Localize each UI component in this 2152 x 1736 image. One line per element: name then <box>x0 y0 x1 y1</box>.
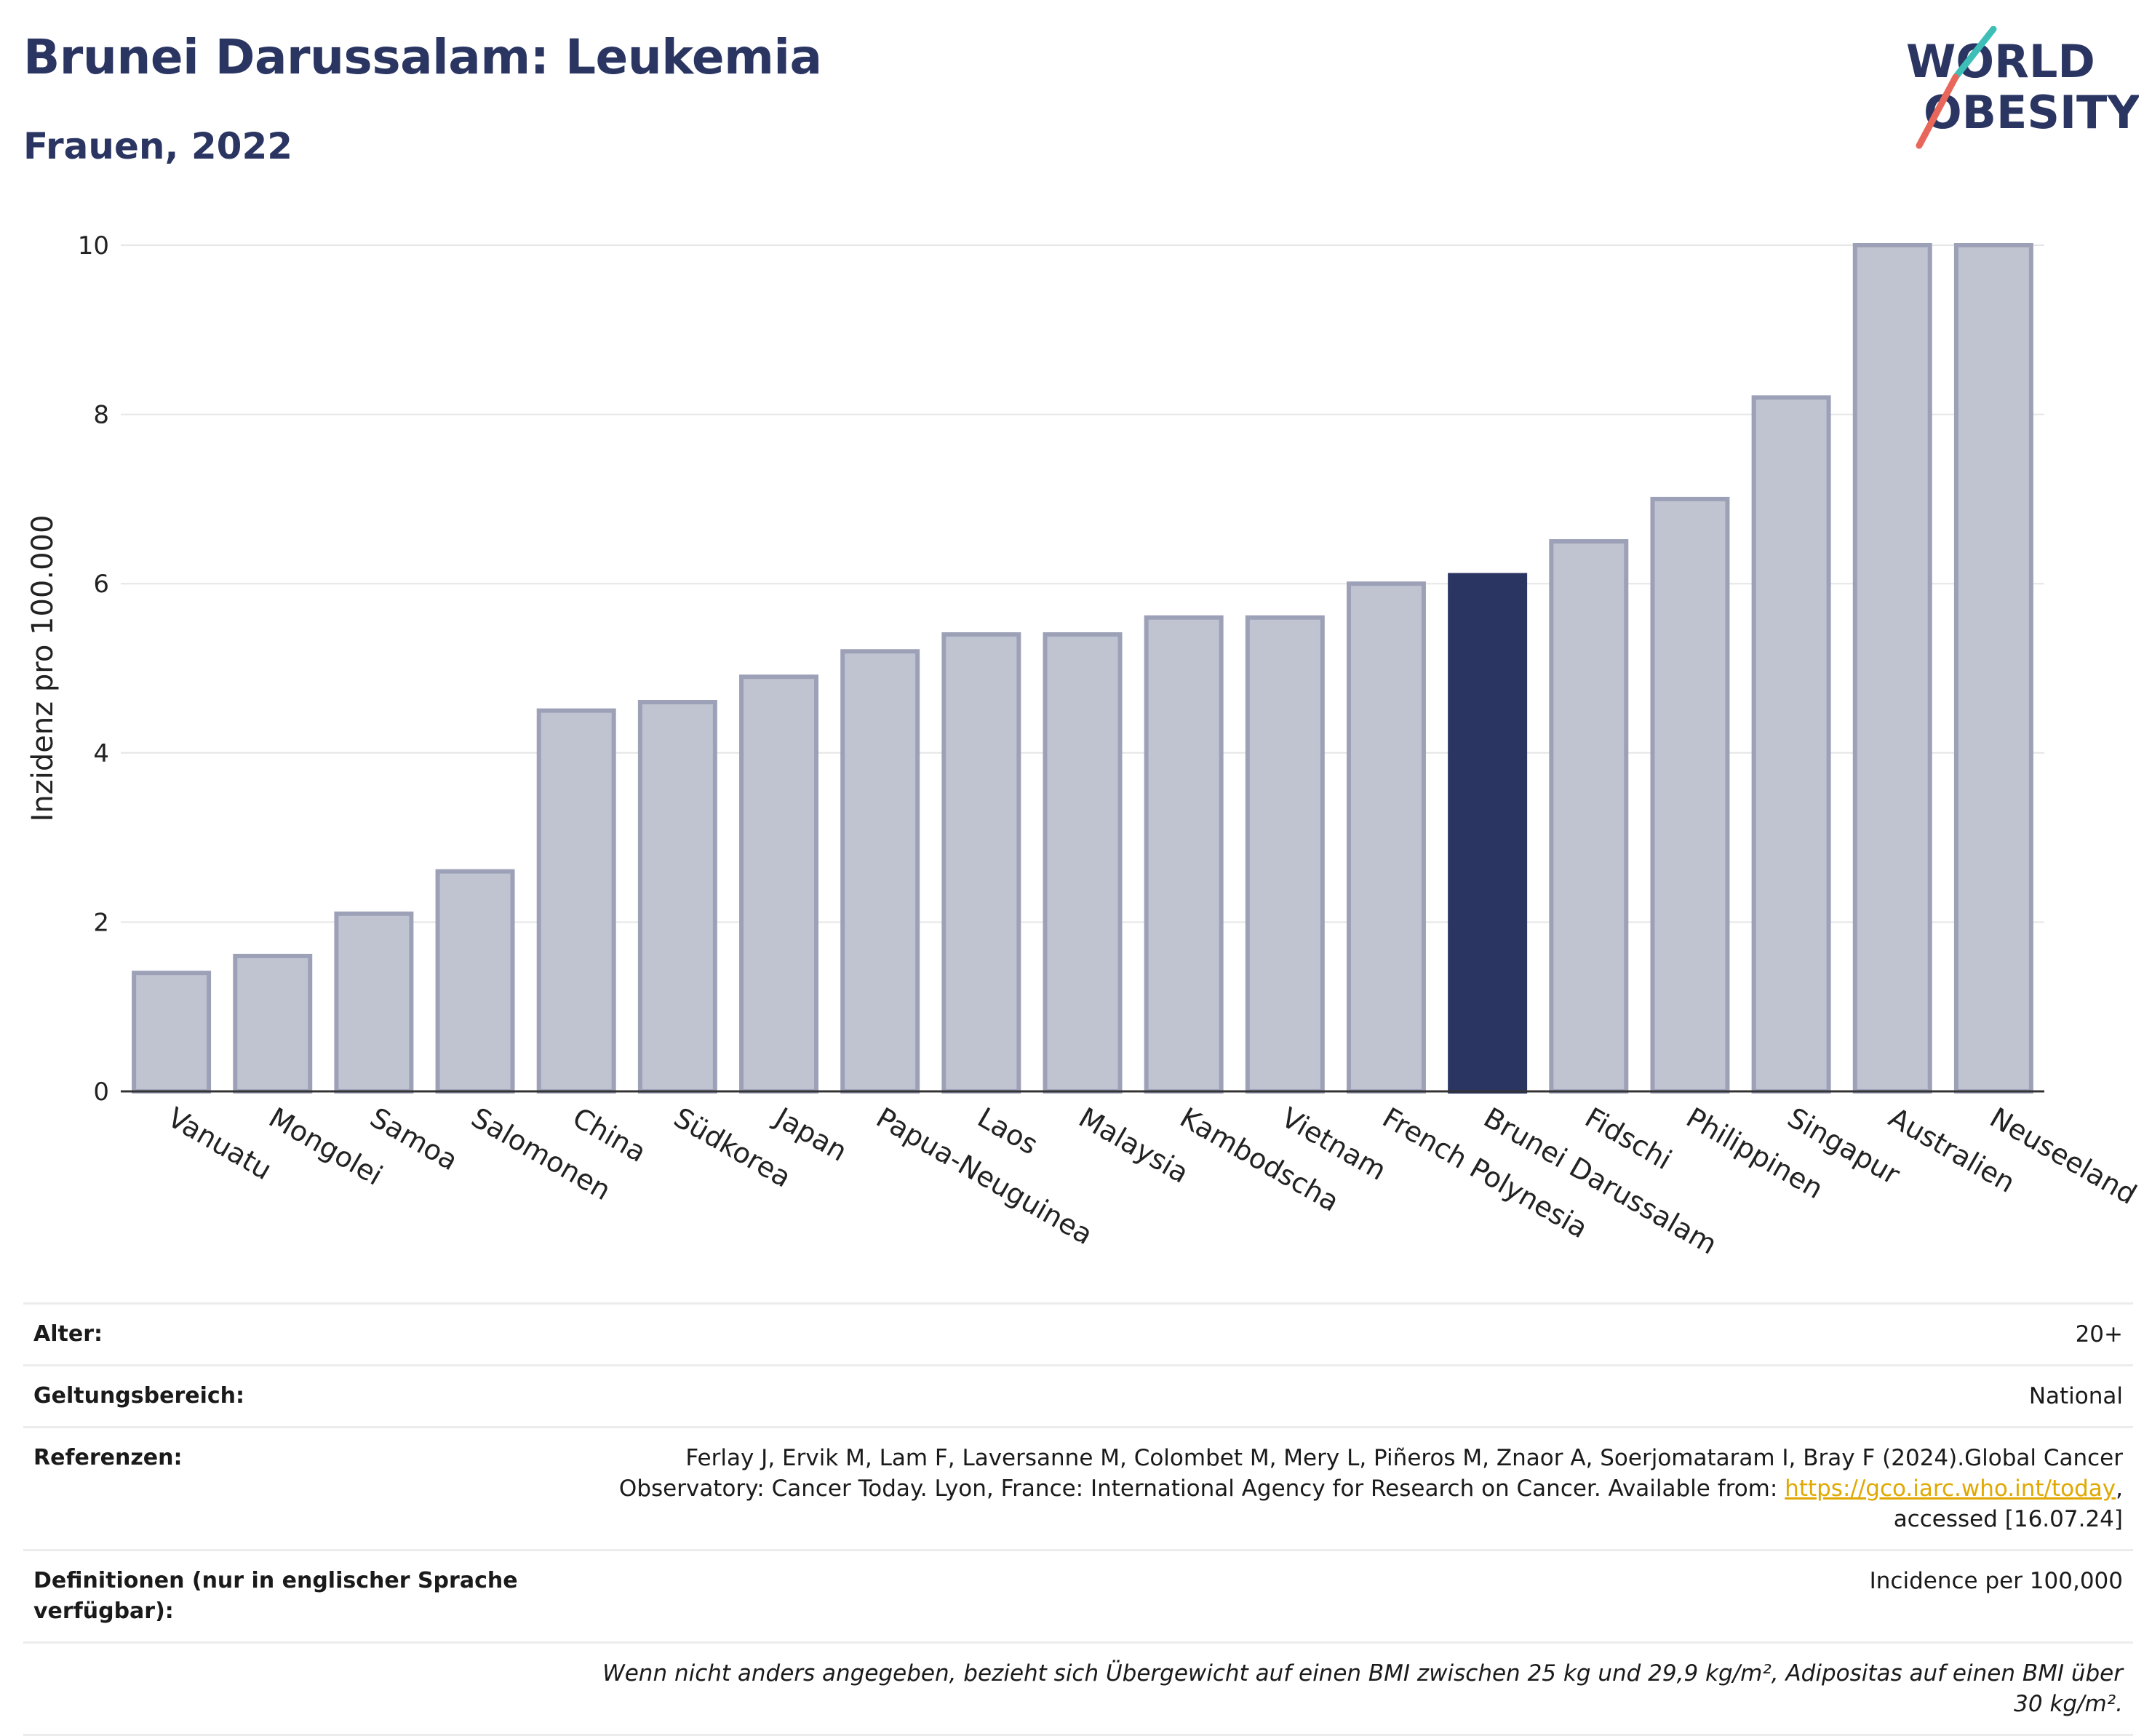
bar <box>1144 615 1224 1094</box>
reference-line-2: Observatory: Cancer Today. Lyon, France:… <box>619 1473 2123 1504</box>
x-tick-label: Vanuatu <box>162 1102 277 1186</box>
reference-line-1: Ferlay J, Ervik M, Lam F, Laversanne M, … <box>685 1445 2123 1471</box>
y-tick-label: 4 <box>93 739 109 768</box>
meta-key: Definitionen (nur in englischer Sprache … <box>33 1568 518 1624</box>
chart-subtitle: Frauen, 2022 <box>23 125 293 167</box>
meta-row-note: Wenn nicht anders angegeben, bezieht sic… <box>23 1641 2133 1736</box>
bmi-note: Wenn nicht anders angegeben, bezieht sic… <box>602 1660 2123 1717</box>
x-tick-label: Laos <box>972 1102 1043 1161</box>
bar <box>637 700 717 1094</box>
bar <box>1852 243 1932 1094</box>
reference-comma: , <box>2116 1476 2123 1502</box>
meta-key: Geltungsbereich: <box>33 1383 245 1409</box>
bar <box>233 953 313 1094</box>
bar <box>840 649 920 1094</box>
x-tick-label: Mongolei <box>263 1102 388 1192</box>
bar <box>1751 395 1831 1094</box>
meta-value: National <box>2028 1383 2123 1409</box>
meta-row-age: Alter: 20+ <box>23 1302 2133 1364</box>
meta-row-definitions: Definitionen (nur in englischer Sprache … <box>23 1549 2133 1641</box>
y-tick-label: 0 <box>93 1078 109 1107</box>
x-tick-label: Neuseeland <box>1985 1102 2142 1211</box>
reference-link[interactable]: https://gco.iarc.who.int/today <box>1785 1476 2116 1502</box>
bar <box>1549 539 1629 1094</box>
meta-value: Incidence per 100,000 <box>1869 1568 2123 1594</box>
meta-key: Referenzen: <box>33 1445 183 1470</box>
logo-text-world: WORLD <box>1906 35 2095 88</box>
bar <box>739 674 819 1094</box>
meta-row-references: Referenzen: Ferlay J, Ervik M, Lam F, La… <box>23 1426 2133 1549</box>
metadata-table: Alter: 20+ Geltungsbereich: National Ref… <box>23 1302 2133 1736</box>
bar <box>941 632 1021 1094</box>
meta-value: 20+ <box>2075 1321 2123 1347</box>
meta-key: Alter: <box>33 1321 103 1347</box>
bar <box>1953 243 2033 1094</box>
bar <box>334 911 414 1094</box>
logo-slash-coral <box>1916 73 1959 149</box>
logo-slash-teal <box>1952 26 1997 81</box>
reference-text: Observatory: Cancer Today. Lyon, France:… <box>618 1476 1785 1502</box>
y-tick-label: 10 <box>78 231 109 260</box>
meta-row-scope: Geltungsbereich: National <box>23 1364 2133 1426</box>
bar-highlight <box>1448 573 1528 1094</box>
bar <box>1043 632 1123 1094</box>
bar <box>536 708 616 1094</box>
bar <box>1346 581 1426 1094</box>
logo-text-obesity: OBESITY <box>1924 86 2139 139</box>
bar <box>1245 615 1325 1094</box>
meta-value: Ferlay J, Ervik M, Lam F, Laversanne M, … <box>619 1443 2123 1534</box>
x-tick-label: Malaysia <box>1074 1102 1195 1190</box>
chart-title: Brunei Darussalam: Leukemia <box>23 29 822 85</box>
bar-chart: 0 2 4 6 8 10 Inzidenz pro 100.000 VanuatuMongol… <box>26 231 2142 1261</box>
y-tick-label: 8 <box>93 401 109 430</box>
y-tick-label: 6 <box>93 570 109 599</box>
bar <box>1650 496 1730 1094</box>
bar <box>435 869 515 1094</box>
y-axis-title: Inzidenz pro 100.000 <box>26 515 60 822</box>
world-obesity-logo: WORLD OBESITY <box>1906 26 2139 149</box>
bar <box>132 971 212 1094</box>
y-tick-label: 2 <box>93 908 109 937</box>
reference-line-3: accessed [16.07.24] <box>1893 1506 2123 1532</box>
